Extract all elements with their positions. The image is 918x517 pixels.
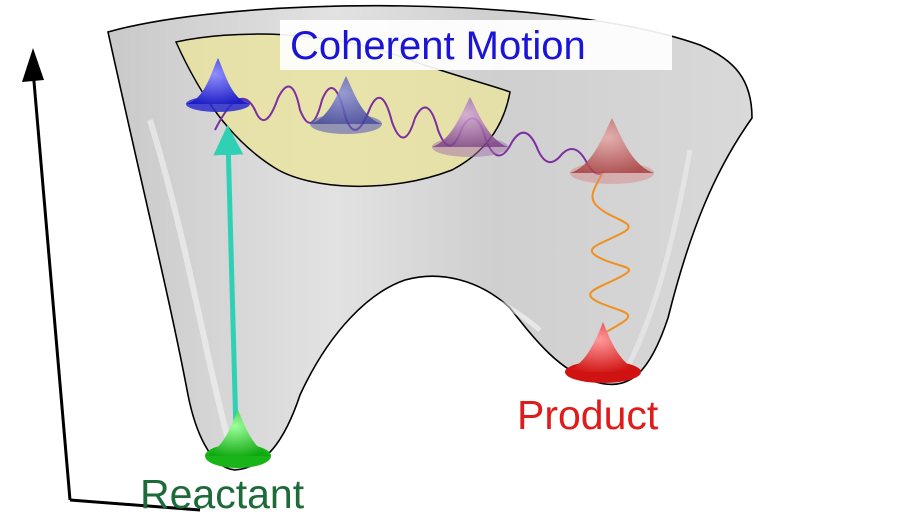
wavepacket-moving-rose (570, 118, 654, 184)
coherent-motion-label: Coherent Motion (290, 24, 586, 68)
axis-arrowhead-icon (22, 48, 44, 82)
excitation-arrow (213, 125, 244, 433)
relaxation-spiral (589, 171, 630, 351)
title-backdrop (280, 20, 672, 70)
wavepacket-reactant-green (205, 410, 271, 468)
vertical-axis (31, 69, 72, 501)
wavepacket-moving-blue (310, 76, 382, 134)
wavepacket-initial-blue (186, 58, 250, 112)
horizontal-axis (69, 498, 201, 512)
wavepacket-moving-purple (432, 97, 508, 157)
axes (22, 48, 201, 512)
product-label: Product (517, 392, 659, 438)
wavepacket-product-red (565, 322, 641, 383)
reactant-label: Reactant (140, 471, 305, 517)
coherent-oscillation-path (214, 85, 605, 175)
